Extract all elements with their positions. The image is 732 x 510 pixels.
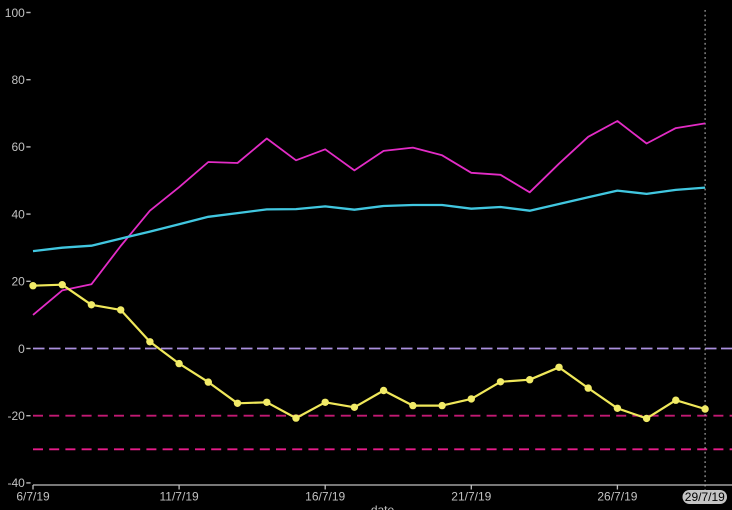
svg-text:date: date <box>371 503 395 510</box>
svg-text:-40: -40 <box>7 476 25 490</box>
svg-text:-20: -20 <box>7 409 25 423</box>
svg-text:29/7/19: 29/7/19 <box>685 490 725 504</box>
svg-text:21/7/19: 21/7/19 <box>451 489 491 503</box>
svg-text:40: 40 <box>11 207 25 221</box>
svg-text:6/7/19: 6/7/19 <box>16 489 50 503</box>
svg-text:60: 60 <box>11 140 25 154</box>
svg-text:0: 0 <box>18 342 25 356</box>
svg-text:20: 20 <box>11 275 25 289</box>
svg-text:11/7/19: 11/7/19 <box>160 489 199 503</box>
svg-text:80: 80 <box>11 73 25 87</box>
svg-text:16/7/19: 16/7/19 <box>305 489 345 503</box>
svg-text:26/7/19: 26/7/19 <box>597 489 637 503</box>
svg-text:100: 100 <box>5 6 25 20</box>
